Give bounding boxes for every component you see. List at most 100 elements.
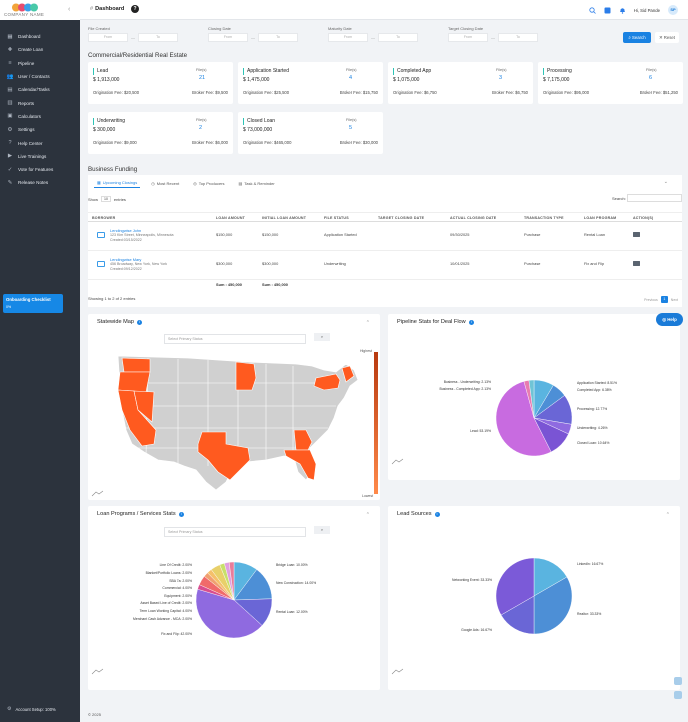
user-greeting[interactable]: Hi, Sid Pande [633,7,660,13]
filter-to-input[interactable]: To [258,33,298,42]
page-1-button[interactable]: 1 [660,296,668,303]
chevron-up-icon[interactable]: ⌃ [665,512,670,518]
info-icon[interactable]: i [137,319,143,325]
filter-to-input[interactable]: To [498,33,538,42]
prev-page-button[interactable]: Previous [644,297,658,302]
folder-icon[interactable] [97,232,105,238]
sidebar-item-8[interactable]: ? Help Center [0,136,80,149]
pie-slice[interactable] [495,381,552,457]
filter-from-input[interactable]: From [448,33,488,42]
us-map[interactable]: Highest Lowest [88,348,380,500]
loan-programs-pie-chart[interactable]: Bridge Loan: 10.00% New Construction: 14.… [88,542,380,690]
search-button[interactable]: ⌕ Search [623,32,651,43]
pipeline-pie-chart[interactable]: Application Started: 8.51% Completed App:… [388,328,680,480]
card-file-count[interactable]: 21 [199,75,206,81]
filter-from-input[interactable]: From [88,33,128,42]
info-icon[interactable]: i [178,511,184,517]
primary-status-select[interactable]: Select Primary Status [164,527,306,537]
settings-float-button-2[interactable] [674,691,682,699]
column-header[interactable]: FILE STATUS [324,216,349,220]
card-file-count[interactable]: 5 [349,125,353,131]
column-header[interactable]: ACTUAL CLOSING DATE [450,216,497,220]
account-setup[interactable]: ⚙ Account Setup: 100% [7,706,56,712]
bell-icon[interactable] [619,7,626,14]
help-circle-button[interactable]: ? [131,5,139,13]
chevron-down-icon[interactable]: ⌄ [663,179,668,185]
chevron-up-icon[interactable]: ⌃ [365,512,370,518]
column-header[interactable]: LOAN PROGRAM [584,216,617,220]
statewide-map-title: Statewide Map i [97,319,143,325]
loan-amount: $300,000 [216,261,233,266]
user-add-icon[interactable] [633,232,640,237]
filter-to-input[interactable]: To [138,33,178,42]
column-header[interactable]: INITIAL LOAN AMOUNT [262,216,307,220]
onboarding-checklist[interactable]: Onboarding Checklist 0% [3,294,63,313]
sidebar-item-10[interactable]: ✓ Vote for Features [0,163,80,176]
entries-select[interactable]: 10 [101,196,111,202]
status-card[interactable]: Processing File(s) 6 $ 7,175,000 Origina… [538,62,683,104]
lead-sources-pie-chart[interactable]: LinkedIn: 16.67% Realtor: 33.33% Google Ad… [388,526,680,690]
sidebar-item-1[interactable]: ✚ Create Loan [0,43,80,56]
sidebar-item-9[interactable]: ▶ Live Trainings [0,150,80,163]
status-card[interactable]: Underwriting File(s) 2 $ 300,000 Origina… [88,112,233,154]
loan-amount: $150,000 [216,232,233,237]
filter-from-input[interactable]: From [208,33,248,42]
card-file-count[interactable]: 6 [649,75,653,81]
primary-status-select[interactable]: Select Primary Status [164,334,306,344]
info-icon[interactable]: i [434,511,440,517]
card-file-count[interactable]: 4 [349,75,353,81]
tab-3[interactable]: ▤ Task & Reminder [236,178,278,188]
folder-icon[interactable] [97,261,105,267]
page-title-text: Dashboard [95,6,125,12]
programs-search-button[interactable]: ⌕ [314,526,330,534]
borrower-name[interactable]: Lendingwise John [110,228,142,233]
onboarding-percent: 0% [6,305,12,309]
statewide-map-panel: Statewide Map i ⌃ Select Primary Status ⌕ [88,314,380,500]
sidebar-item-0[interactable]: ▦ Dashboard [0,30,80,43]
filter-to-input[interactable]: To [378,33,418,42]
column-header[interactable]: ACTION(S) [633,216,654,220]
info-icon[interactable]: i [468,319,474,325]
pie-slice[interactable] [533,576,573,635]
sidebar-item-2[interactable]: ≡ Pipeline [0,57,80,70]
table-search-input[interactable] [627,194,682,202]
sidebar-item-5[interactable]: ▥ Reports [0,96,80,109]
chevron-up-icon[interactable]: ⌃ [365,320,370,326]
status-card[interactable]: Lead File(s) 21 $ 1,913,000 Origination … [88,62,233,104]
status-card[interactable]: Application Started File(s) 4 $ 1,475,00… [238,62,383,104]
company-logo[interactable]: COMPANY NAME [0,0,80,20]
tab-1[interactable]: ◷ Most Recent [148,178,182,188]
pie-slice[interactable] [528,379,535,419]
column-header[interactable]: TARGET CLOSING DATE [378,216,425,220]
sidebar-item-4[interactable]: ▤ Calendar/Tasks [0,83,80,96]
filter-from-input[interactable]: From [328,33,368,42]
card-file-count[interactable]: 3 [499,75,503,81]
search-icon[interactable] [589,6,596,14]
map-search-button[interactable]: ⌕ [314,333,330,341]
sidebar-item-3[interactable]: 👥 User / Contacts [0,70,80,83]
column-header[interactable]: LOAN AMOUNT [216,216,246,220]
list-icon[interactable] [604,7,611,14]
column-header[interactable]: TRANSACTION TYPE [524,216,564,220]
tab-2[interactable]: ◎ Top Producers [190,178,227,188]
status-card[interactable]: Completed App File(s) 3 $ 1,075,000 Orig… [388,62,533,104]
borrower-name[interactable]: Lendingwise Mary [110,257,142,262]
reset-button[interactable]: ✕ Reset [655,32,679,43]
status-card[interactable]: Closed Loan File(s) 5 $ 73,000,000 Origi… [238,112,383,154]
pie-slice[interactable] [495,557,535,616]
user-add-icon[interactable] [633,261,640,266]
pie-slice[interactable] [228,561,235,601]
next-page-button[interactable]: Next [670,297,678,302]
pie-slice[interactable] [195,588,263,639]
sidebar-item-6[interactable]: ▣ Calculators [0,110,80,123]
chevron-left-icon[interactable]: ‹ [68,6,71,13]
sidebar-item-11[interactable]: ✎ Release Notes [0,176,80,189]
help-button[interactable]: ◎ Help [656,313,683,326]
page-title: # Dashboard [90,6,124,12]
avatar[interactable]: SP [668,5,678,15]
sidebar-item-7[interactable]: ⚙ Settings [0,123,80,136]
card-file-count[interactable]: 2 [199,125,203,131]
tab-0[interactable]: ▦ Upcoming Closings [94,178,141,188]
settings-float-button[interactable] [674,677,682,685]
column-header[interactable]: BORROWER [92,216,116,220]
